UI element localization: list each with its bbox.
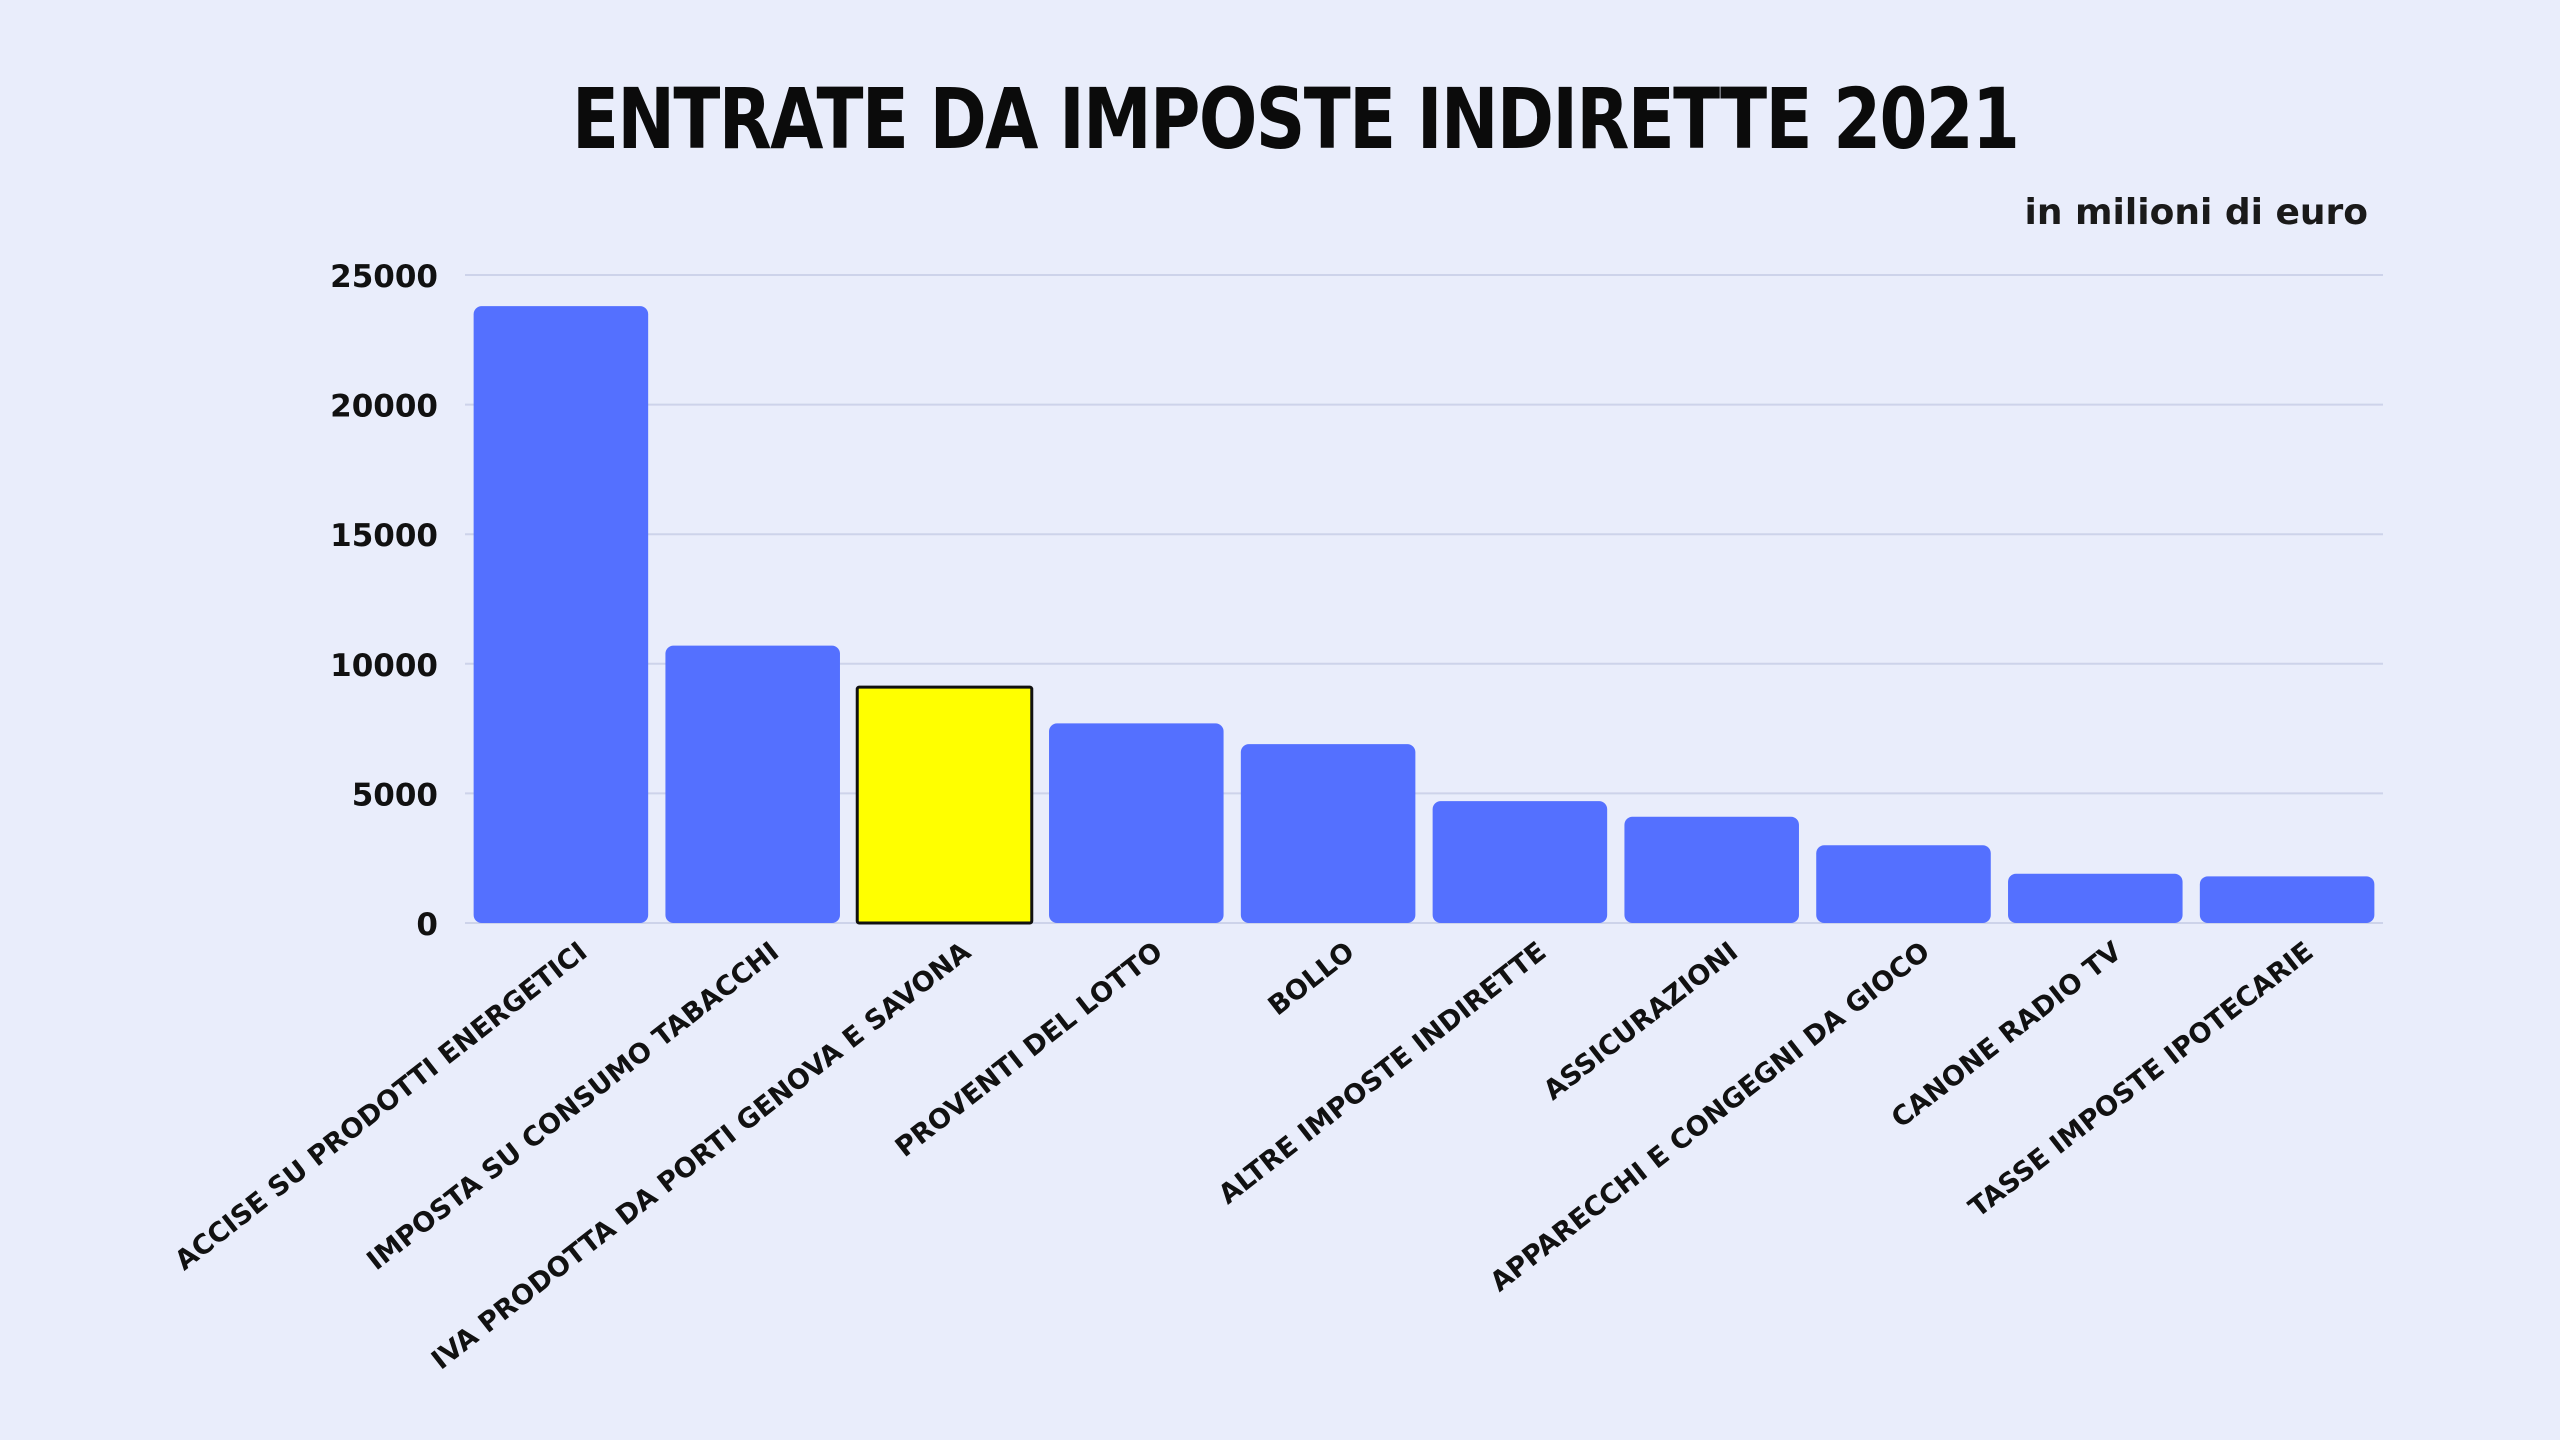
- y-tick-label: 0: [416, 907, 438, 943]
- bar-2: [665, 645, 840, 923]
- bar-10: [2199, 876, 2375, 923]
- x-tick-label: ALTRE IMPOSTE INDIRETTE: [1213, 936, 1552, 1211]
- bar-1: [473, 306, 649, 923]
- y-tick-label: 5000: [352, 777, 438, 813]
- bar-6: [1432, 801, 1608, 923]
- bar-3: [855, 685, 1034, 925]
- y-tick-label: 10000: [330, 648, 438, 684]
- y-axis-ticks: 0 5000 10000 15000 20000 25000: [330, 259, 438, 943]
- bar-5: [1240, 744, 1416, 923]
- x-tick-label: IMPOSTA SU CONSUMO TABACCHI: [361, 936, 785, 1277]
- unit-note: in milioni di euro: [2024, 192, 2368, 233]
- y-tick-label: 20000: [330, 389, 438, 425]
- x-tick-label: APPARECCHI E CONGEGNI DA GIOCO: [1485, 936, 1936, 1298]
- bar-8: [1816, 845, 1991, 923]
- bar-9: [2008, 873, 2183, 923]
- bar-4: [1049, 723, 1224, 923]
- y-tick-label: 25000: [330, 259, 438, 295]
- y-tick-label: 15000: [330, 518, 438, 554]
- chart-title: ENTRATE DA IMPOSTE INDIRETTE 2021: [572, 70, 2020, 168]
- x-tick-label: ASSICURAZIONI: [1538, 936, 1744, 1107]
- x-tick-label: BOLLO: [1263, 936, 1361, 1022]
- x-tick-label: TASSE IMPOSTE IPOTECARIE: [1963, 936, 2319, 1224]
- bar-7: [1624, 816, 1799, 923]
- bars: [473, 306, 2375, 925]
- x-tick-label: ACCISE SU PRODOTTI ENERGETICI: [169, 936, 593, 1277]
